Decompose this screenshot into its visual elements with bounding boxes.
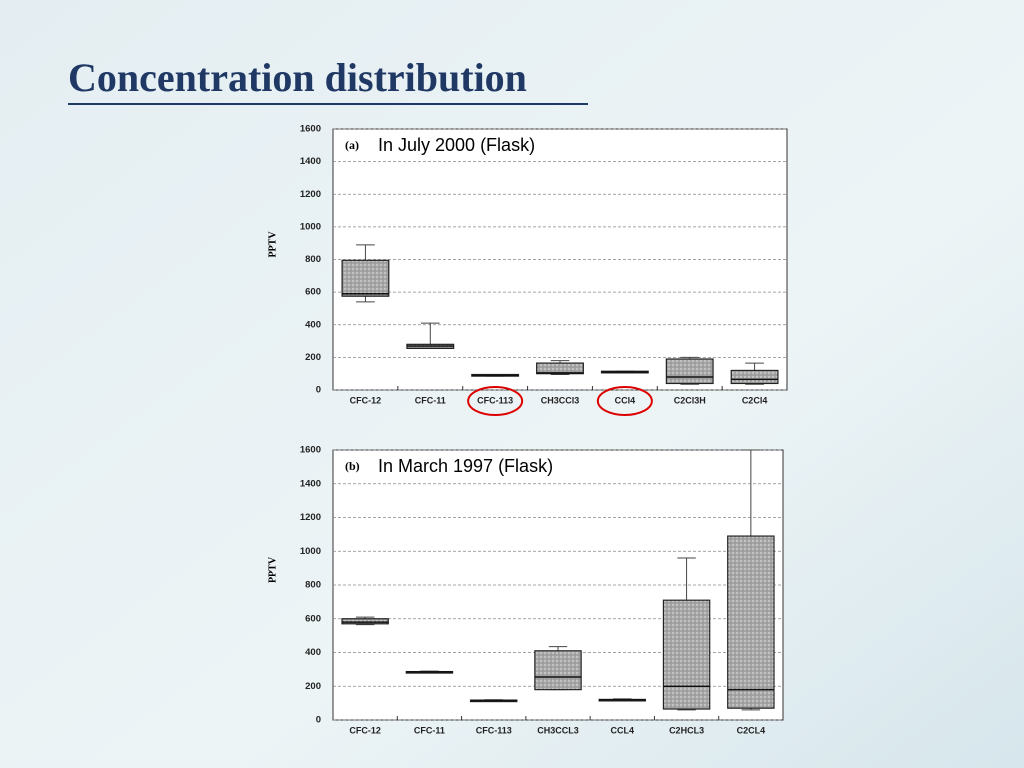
box xyxy=(341,259,390,297)
y-tick-label: 400 xyxy=(305,319,321,330)
box xyxy=(727,535,775,709)
chart: 0 200 400 600 800 1000 1200 1400 1600 PPTV (b) In M… xyxy=(267,445,784,735)
x-tick-label: CFC-11 xyxy=(415,395,446,405)
y-tick-label: 0 xyxy=(316,715,321,726)
y-tick-label: 1200 xyxy=(300,189,321,200)
y-tick-label: 800 xyxy=(305,580,321,591)
y-tick-label: 1600 xyxy=(300,445,321,456)
highlight-circle xyxy=(467,386,524,416)
x-tick-label: C2HCL3 xyxy=(669,725,704,735)
annotation: In July 2000 (Flask) xyxy=(378,135,535,155)
x-tick-label: CFC-11 xyxy=(414,725,445,735)
y-tick-label: 1600 xyxy=(300,124,321,135)
y-tick-label: 1000 xyxy=(300,546,321,557)
x-tick-label: C2CL4 xyxy=(737,725,766,735)
box xyxy=(536,362,584,375)
x-tick-label: C2Cl4 xyxy=(742,395,768,405)
y-tick-label: 1000 xyxy=(300,221,321,232)
y-axis-label: PPTV xyxy=(267,231,278,258)
highlight-circle xyxy=(596,386,653,416)
box xyxy=(534,650,582,691)
y-tick-label: 200 xyxy=(305,681,321,692)
box xyxy=(662,599,711,710)
box xyxy=(341,618,389,625)
y-tick-label: 200 xyxy=(305,352,321,363)
y-axis-label: PPTV xyxy=(267,556,278,583)
y-tick-label: 800 xyxy=(305,254,321,265)
box xyxy=(730,369,779,385)
annotation: In March 1997 (Flask) xyxy=(378,456,553,476)
x-tick-label: CFC-113 xyxy=(476,725,512,735)
y-tick-label: 400 xyxy=(305,647,321,658)
panel-label: (a) xyxy=(345,138,359,152)
panel-label: (b) xyxy=(345,459,360,473)
box xyxy=(665,358,714,385)
chart: 0 200 400 600 800 1000 1200 1400 1600 PPTV (a) In J… xyxy=(267,124,788,416)
x-tick-label: CH3CCl3 xyxy=(541,395,580,405)
y-tick-label: 1400 xyxy=(300,478,321,489)
x-tick-label: CFC-12 xyxy=(350,395,382,405)
x-tick-label: CH3CCL3 xyxy=(537,725,579,735)
x-tick-label: CFC-113 xyxy=(477,395,513,405)
y-tick-label: 600 xyxy=(305,613,321,624)
x-tick-label: CCl4 xyxy=(615,395,636,405)
y-tick-label: 0 xyxy=(316,385,321,396)
y-tick-label: 1400 xyxy=(300,156,321,167)
x-tick-label: CFC-12 xyxy=(349,725,381,735)
y-tick-label: 1200 xyxy=(300,512,321,523)
x-tick-label: CCL4 xyxy=(611,725,635,735)
slide-title: Concentration distribution xyxy=(68,55,527,100)
x-tick-label: C2Cl3H xyxy=(674,395,706,405)
y-tick-label: 600 xyxy=(305,287,321,298)
